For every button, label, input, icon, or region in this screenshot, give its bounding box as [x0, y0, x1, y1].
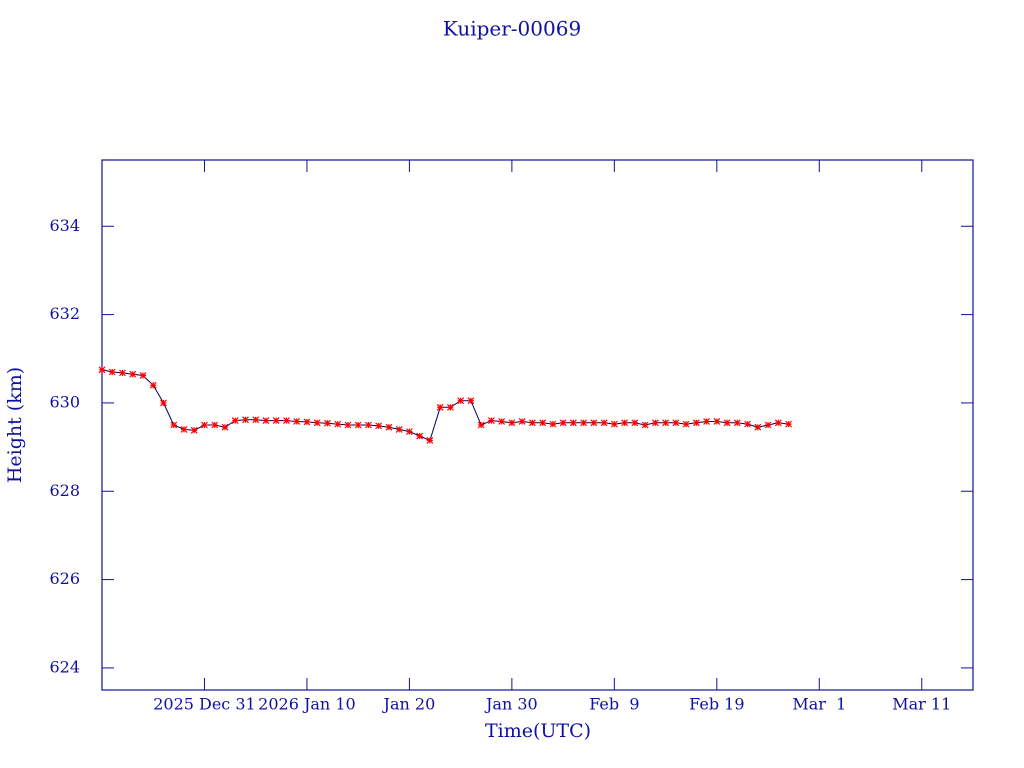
data-marker — [549, 420, 557, 428]
x-tick-label: 2026 Jan 10 — [258, 695, 356, 714]
data-marker — [703, 418, 711, 425]
data-marker — [631, 419, 639, 427]
x-axis-label: Time(UTC) — [485, 720, 591, 742]
data-marker — [190, 426, 198, 434]
x-tick-label: Jan 30 — [484, 695, 538, 714]
data-marker — [651, 419, 659, 427]
data-marker — [211, 421, 219, 429]
data-marker — [457, 397, 465, 405]
data-marker — [682, 420, 690, 428]
x-tick-label: Mar 1 — [792, 695, 846, 714]
data-marker — [785, 420, 792, 428]
data-marker — [446, 403, 454, 411]
data-marker — [477, 421, 485, 429]
data-marker — [405, 428, 413, 436]
y-tick-label: 626 — [49, 569, 80, 588]
data-marker — [272, 417, 280, 425]
data-marker — [303, 418, 311, 426]
data-marker — [754, 423, 762, 431]
y-tick-label: 624 — [49, 657, 80, 676]
data-marker — [528, 419, 536, 427]
data-marker — [733, 419, 741, 427]
data-marker — [723, 419, 731, 427]
data-marker — [764, 421, 772, 429]
data-marker — [262, 417, 270, 425]
data-marker — [508, 419, 516, 427]
data-marker — [621, 419, 629, 427]
data-marker — [98, 366, 106, 374]
data-marker — [344, 421, 352, 429]
data-marker — [416, 432, 424, 440]
data-marker — [242, 416, 249, 424]
data-marker — [139, 372, 147, 379]
y-tick-label: 634 — [49, 216, 80, 235]
data-marker — [467, 397, 475, 405]
data-marker — [395, 425, 403, 433]
data-marker — [129, 370, 137, 378]
x-tick-label: Feb 19 — [689, 695, 744, 714]
data-marker — [744, 420, 751, 428]
data-marker — [518, 418, 526, 425]
data-marker — [559, 419, 567, 427]
x-tick-label: 2025 Dec 31 — [153, 695, 256, 714]
data-marker — [160, 399, 167, 407]
data-marker — [149, 381, 157, 389]
x-tick-label: Jan 20 — [382, 695, 436, 714]
data-marker — [170, 421, 178, 429]
data-marker — [569, 419, 577, 427]
data-marker — [539, 419, 547, 427]
data-marker — [334, 420, 342, 428]
data-marker — [580, 419, 588, 427]
data-marker — [364, 421, 372, 429]
data-marker — [252, 416, 260, 424]
data-marker — [108, 368, 116, 376]
data-marker — [385, 423, 393, 431]
x-tick-label: Mar 11 — [892, 695, 951, 714]
data-marker — [283, 417, 290, 425]
data-marker — [375, 422, 383, 430]
data-marker — [313, 419, 321, 427]
data-marker — [201, 421, 208, 429]
data-line — [101, 369, 789, 442]
data-marker — [426, 437, 434, 444]
data-marker — [600, 419, 608, 427]
x-tick-label: Feb 9 — [589, 695, 639, 714]
data-marker — [293, 418, 301, 425]
chart-title: Kuiper-00069 — [443, 17, 581, 41]
data-marker — [610, 420, 618, 428]
y-axis-label: Height (km) — [4, 367, 26, 483]
data-marker — [692, 419, 700, 427]
data-marker — [354, 421, 362, 429]
data-marker — [641, 421, 649, 429]
plot-frame — [101, 159, 974, 691]
data-marker — [324, 419, 331, 427]
data-marker — [180, 425, 188, 433]
y-tick-label: 630 — [49, 392, 80, 411]
data-marker — [436, 403, 444, 411]
data-marker — [590, 419, 598, 427]
data-marker — [487, 417, 495, 425]
data-marker — [119, 369, 126, 377]
data-marker — [713, 418, 721, 425]
data-marker — [498, 418, 506, 425]
y-tick-label: 632 — [49, 304, 80, 323]
data-marker — [221, 423, 229, 431]
y-tick-label: 628 — [49, 481, 80, 500]
data-marker — [672, 419, 680, 427]
data-marker — [774, 419, 782, 427]
data-marker — [662, 419, 670, 427]
data-marker — [231, 417, 239, 425]
